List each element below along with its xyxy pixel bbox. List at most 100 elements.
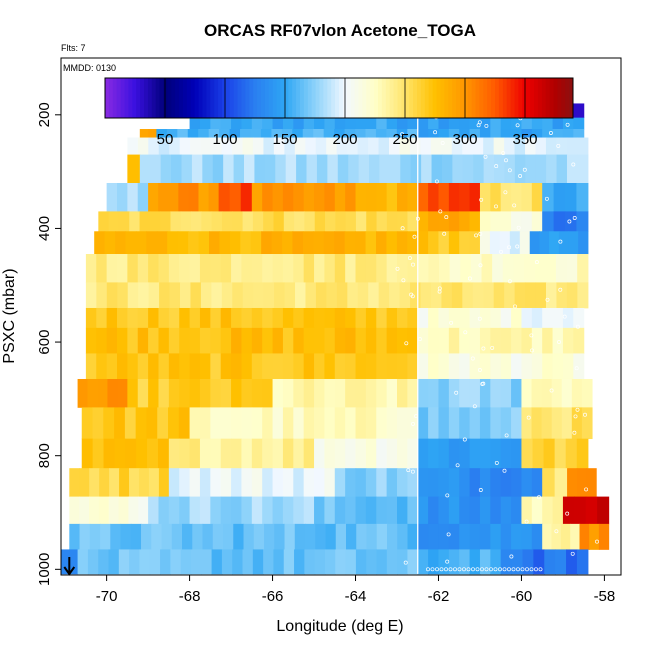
heatmap-cell [490, 438, 502, 469]
heatmap-cell [417, 129, 429, 138]
heatmap-cell [61, 549, 70, 575]
sample-point [499, 249, 503, 254]
heatmap-cell [313, 231, 325, 255]
sample-point [438, 209, 443, 214]
heatmap-cell [243, 523, 255, 550]
heatmap-cell [117, 378, 128, 408]
heatmap-cell [233, 523, 245, 550]
heatmap-cell [261, 231, 273, 255]
heatmap-cell [355, 211, 367, 232]
heatmap-cell [420, 282, 432, 309]
heatmap-cell [441, 154, 453, 184]
heatmap-cell [108, 549, 120, 575]
colorbar-cell [518, 78, 523, 118]
heatmap-cell [397, 327, 408, 354]
heatmap-cell [365, 378, 377, 408]
heatmap-cell [137, 254, 149, 283]
heatmap-cell [365, 353, 377, 380]
heatmap-cell [209, 231, 221, 255]
heatmap-cell [293, 307, 305, 329]
heatmap-cell [490, 211, 502, 232]
heatmap-cell [199, 496, 211, 525]
heatmap-cell [272, 307, 284, 329]
heatmap-cell [551, 523, 562, 550]
sample-point [516, 225, 521, 230]
colorbar-cell [140, 78, 145, 118]
heatmap-cell [114, 438, 126, 469]
heatmap-cell [305, 137, 317, 155]
heatmap-cell [262, 307, 274, 329]
heatmap-cell [459, 378, 471, 408]
colorbar-cell [222, 78, 227, 118]
heatmap-cell [303, 307, 315, 329]
heatmap-cell [148, 378, 160, 408]
heatmap-cell [168, 378, 180, 408]
heatmap-cell [118, 211, 130, 232]
heatmap-cell [428, 117, 440, 130]
heatmap-cell [251, 438, 263, 469]
heatmap-cell [356, 523, 368, 550]
heatmap-cell [469, 496, 481, 525]
heatmap-cell [221, 282, 233, 309]
sample-point [583, 412, 587, 417]
heatmap-cell [576, 438, 589, 469]
heatmap-cell [189, 438, 201, 469]
sample-point [493, 567, 498, 572]
heatmap-cell [376, 182, 388, 212]
heatmap-cell [231, 307, 243, 329]
heatmap-cell [273, 211, 285, 232]
heatmap-cell [129, 211, 141, 232]
heatmap-cell [511, 523, 523, 550]
sample-point [507, 567, 511, 572]
heatmap-cell [407, 353, 419, 380]
heatmap-cell [313, 129, 325, 138]
heatmap-cell [324, 254, 336, 283]
heatmap-cell [479, 307, 491, 329]
colorbar-cell [526, 78, 531, 118]
heatmap-cell [87, 378, 99, 408]
heatmap-cell [521, 117, 533, 130]
colorbar-cell [370, 78, 375, 118]
heatmap-cell [577, 254, 589, 283]
heatmap-cell [150, 154, 162, 184]
sample-point [455, 463, 460, 468]
heatmap-cell [483, 154, 495, 184]
heatmap-cell [180, 211, 192, 232]
heatmap-cell [303, 353, 315, 380]
heatmap-cell [448, 523, 460, 550]
heatmap-cell [543, 438, 556, 469]
heatmap-cell [326, 282, 338, 309]
heatmap-cell [397, 353, 408, 380]
heatmap-cell [137, 353, 149, 380]
heatmap-cell [552, 117, 564, 130]
heatmap-cell [92, 438, 105, 469]
heatmap-cell [511, 378, 523, 408]
heatmap-cell [96, 327, 108, 354]
heatmap-cell [407, 407, 419, 440]
y-tick-label: 1000 [36, 553, 53, 586]
heatmap-cell [220, 407, 232, 440]
heatmap-cell [365, 254, 377, 283]
heatmap-cell [285, 154, 297, 184]
heatmap-cell [241, 117, 253, 130]
heatmap-cell [305, 523, 316, 550]
heatmap-cell [428, 327, 440, 354]
heatmap-cell [438, 231, 450, 255]
heatmap-cell [542, 468, 556, 497]
sample-point [554, 529, 559, 534]
heatmap-cell [69, 523, 81, 550]
heatmap-cell [252, 211, 264, 232]
heatmap-cell [96, 307, 108, 329]
heatmap-cell [282, 496, 294, 525]
heatmap-cell [581, 378, 593, 408]
heatmap-cell [199, 407, 211, 440]
heatmap-cell [191, 154, 203, 184]
heatmap-cell [272, 327, 284, 354]
heatmap-cell [511, 496, 523, 525]
heatmap-cell [397, 307, 408, 329]
heatmap-cell [570, 523, 581, 550]
heatmap-cell [161, 523, 173, 550]
heatmap-cell [448, 211, 460, 232]
sample-point [462, 567, 466, 572]
heatmap-cell [198, 182, 210, 212]
